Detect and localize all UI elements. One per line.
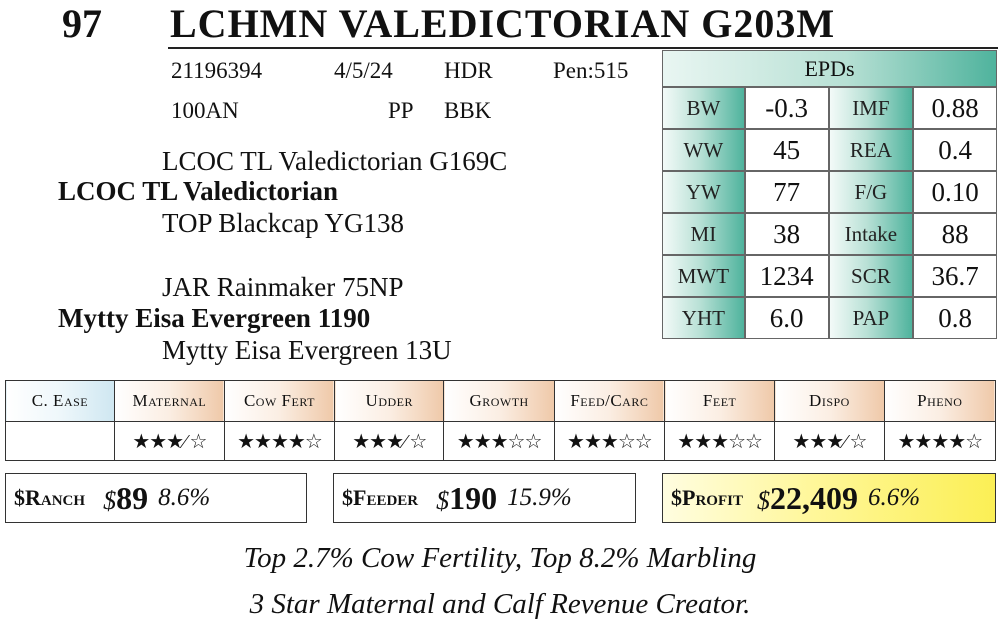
epd-value: 1234 [744, 255, 829, 297]
sire: LCOC TL Valedictorian [58, 176, 339, 206]
epd-label: Intake [828, 213, 914, 255]
epd-value: 77 [744, 171, 829, 213]
epd-row: MI 38 Intake 88 [662, 213, 997, 255]
ranch-index-box: $Ranch $89 8.6% [5, 473, 307, 523]
sex-type: HDR [444, 58, 493, 83]
lot-number: 97 [62, 1, 102, 46]
color: BBK [444, 98, 492, 123]
feeder-label: $Feeder [342, 485, 419, 510]
epd-row: MWT 1234 SCR 36.7 [662, 255, 997, 297]
epd-row: YHT 6.0 PAP 0.8 [662, 297, 997, 339]
birth-date: 4/5/24 [334, 58, 393, 83]
epd-label: YW [662, 171, 745, 213]
epd-label: MI [662, 213, 745, 255]
sire-dam: TOP Blackcap YG138 [162, 208, 404, 238]
pen-number: Pen:515 [553, 58, 629, 83]
epd-value: -0.3 [744, 87, 829, 129]
feeder-percent: 15.9% [507, 484, 572, 511]
rating-header: Feed/Carc [553, 380, 666, 422]
rating-stars: ★★★★☆ [883, 421, 997, 461]
feeder-index-box: $Feeder $190 15.9% [333, 473, 636, 523]
epd-header: EPDs [662, 50, 997, 87]
ratings-table: C. Ease Maternal Cow Fert Udder Growth Feed/C… [5, 380, 997, 461]
epd-value: 36.7 [913, 255, 997, 297]
rating-stars: ★★★★☆ [223, 421, 336, 461]
profit-percent: 6.6% [867, 484, 921, 511]
sire-sire: LCOC TL Valedictorian G169C [162, 146, 508, 176]
rating-header: Udder [334, 380, 445, 422]
feeder-value: $190 [436, 479, 498, 516]
registration-number: 21196394 [171, 58, 263, 83]
epd-label: WW [662, 129, 745, 171]
rating-header: C. Ease [5, 380, 115, 422]
profit-value: $22,409 [756, 479, 858, 516]
polled-status: PP [388, 98, 414, 123]
profit-label: $Profit [671, 485, 743, 510]
dam-dam: Mytty Eisa Evergreen 13U [162, 335, 452, 365]
epd-row: BW -0.3 IMF 0.88 [662, 87, 997, 129]
rating-stars: ★★★☆☆ [553, 421, 666, 461]
epd-value: 0.8 [913, 297, 997, 339]
epd-label: F/G [828, 171, 914, 213]
rating-stars: ★★★☆☆ [663, 421, 776, 461]
footer-line-1: Top 2.7% Cow Fertility, Top 8.2% Marblin… [243, 542, 757, 574]
rating-stars: ★★★⁄ ☆ [334, 421, 445, 461]
epd-row: WW 45 REA 0.4 [662, 129, 997, 171]
epd-value: 88 [913, 213, 997, 255]
rating-header: Pheno [883, 380, 997, 422]
epd-value: 38 [744, 213, 829, 255]
rating-stars: ★★★⁄ ☆ [774, 421, 885, 461]
epd-label: BW [662, 87, 745, 129]
dam: Mytty Eisa Evergreen 1190 [58, 303, 371, 333]
epd-label: PAP [828, 297, 914, 339]
epd-label: YHT [662, 297, 745, 339]
ranch-value: $89 [103, 479, 149, 516]
epd-row: YW 77 F/G 0.10 [662, 171, 997, 213]
rating-header: Cow Fert [223, 380, 336, 422]
epd-value: 0.88 [913, 87, 997, 129]
epd-value: 0.4 [913, 129, 997, 171]
epd-value: 6.0 [744, 297, 829, 339]
dam-sire: JAR Rainmaker 75NP [162, 272, 404, 302]
epd-label: MWT [662, 255, 745, 297]
rating-stars: ★★★☆☆ [443, 421, 555, 461]
epd-value: 0.10 [913, 171, 997, 213]
footer-line-2: 3 Star Maternal and Calf Revenue Creator… [249, 588, 751, 620]
epd-value: 45 [744, 129, 829, 171]
tattoo: 100AN [171, 98, 239, 123]
header-divider [168, 47, 998, 49]
profit-index-box: $Profit $22,409 6.6% [662, 473, 996, 523]
ranch-percent: 8.6% [158, 484, 211, 511]
epd-label: REA [828, 129, 914, 171]
animal-name: LCHMN VALEDICTORIAN G203M [170, 1, 836, 46]
rating-header: Growth [443, 380, 555, 422]
ranch-label: $Ranch [14, 485, 86, 510]
epd-label: SCR [828, 255, 914, 297]
rating-header: Feet [663, 380, 776, 422]
rating-stars [5, 421, 115, 461]
rating-stars: ★★★⁄ ☆ [113, 421, 225, 461]
epd-label: IMF [828, 87, 914, 129]
rating-header: Dispo [774, 380, 885, 422]
rating-header: Maternal [113, 380, 225, 422]
